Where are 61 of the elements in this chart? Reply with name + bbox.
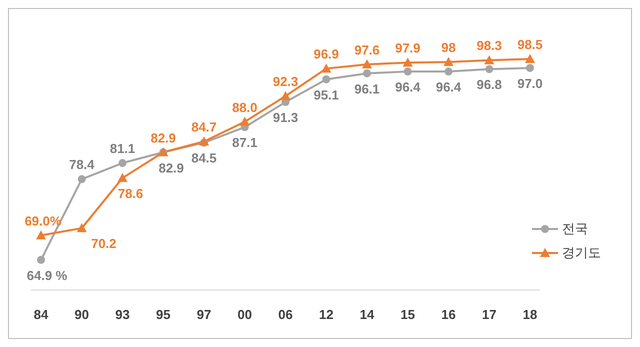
- x-tick-label: 00: [238, 307, 252, 322]
- point: [36, 230, 46, 240]
- x-tick-label: 14: [360, 307, 375, 322]
- legend-label: 전국: [562, 220, 588, 238]
- data-label: 82.9: [150, 130, 176, 146]
- point: [484, 55, 494, 64]
- point: [78, 175, 86, 184]
- legend-label: 경기도: [562, 244, 601, 262]
- x-tick-label: 84: [34, 307, 49, 322]
- data-label: 78.6: [118, 186, 144, 201]
- data-label: 87.1: [232, 135, 258, 150]
- data-label: 84.5: [191, 150, 217, 166]
- data-label: 98: [441, 40, 456, 55]
- point: [485, 65, 494, 74]
- x-tick-label: 16: [441, 307, 456, 322]
- x-tick-label: 93: [115, 307, 130, 322]
- point: [76, 223, 87, 232]
- x-tick-label: 95: [156, 307, 170, 322]
- data-label: 96.4: [395, 80, 422, 95]
- data-label: 98.3: [476, 38, 502, 54]
- data-label: 97.9: [395, 40, 420, 56]
- data-label: 96.4: [436, 80, 462, 95]
- point: [526, 64, 534, 72]
- point: [118, 172, 128, 182]
- data-label: 70.2: [91, 236, 116, 252]
- point: [444, 68, 452, 76]
- x-tick-label: 15: [400, 307, 415, 322]
- data-label: 84.7: [191, 120, 217, 134]
- data-label: 96.8: [476, 77, 502, 92]
- data-label: 81.1: [110, 141, 136, 156]
- data-label: 78.4: [69, 157, 96, 172]
- point: [280, 91, 290, 100]
- x-tick-label: 12: [319, 307, 334, 322]
- data-label: 64.9 %: [26, 268, 68, 283]
- data-label: 96.9: [314, 46, 339, 62]
- point: [118, 159, 126, 168]
- x-tick-label: 06: [278, 307, 293, 322]
- point: [362, 59, 372, 68]
- data-label: 97.0: [517, 76, 543, 91]
- data-label: 92.3: [272, 74, 298, 90]
- point: [363, 69, 371, 78]
- data-label: 95.1: [314, 87, 339, 102]
- x-tick-label: 90: [74, 307, 89, 322]
- data-label: 98.5: [517, 37, 543, 52]
- point: [525, 54, 535, 63]
- x-tick-label: 97: [196, 307, 212, 322]
- data-label: 97.6: [354, 42, 380, 58]
- x-tick-label: 18: [522, 307, 538, 322]
- point: [240, 116, 250, 126]
- data-label: 69.0%: [24, 213, 62, 228]
- point: [321, 64, 332, 73]
- point: [404, 68, 412, 76]
- point: [322, 75, 330, 84]
- data-label: 91.3: [272, 110, 298, 126]
- data-label: 82.9: [158, 160, 184, 176]
- point: [444, 56, 454, 66]
- data-label: 88.0: [232, 100, 258, 115]
- point: [402, 58, 413, 67]
- data-label: 96.1: [354, 81, 380, 96]
- point: [37, 256, 45, 264]
- x-tick-label: 17: [482, 307, 496, 322]
